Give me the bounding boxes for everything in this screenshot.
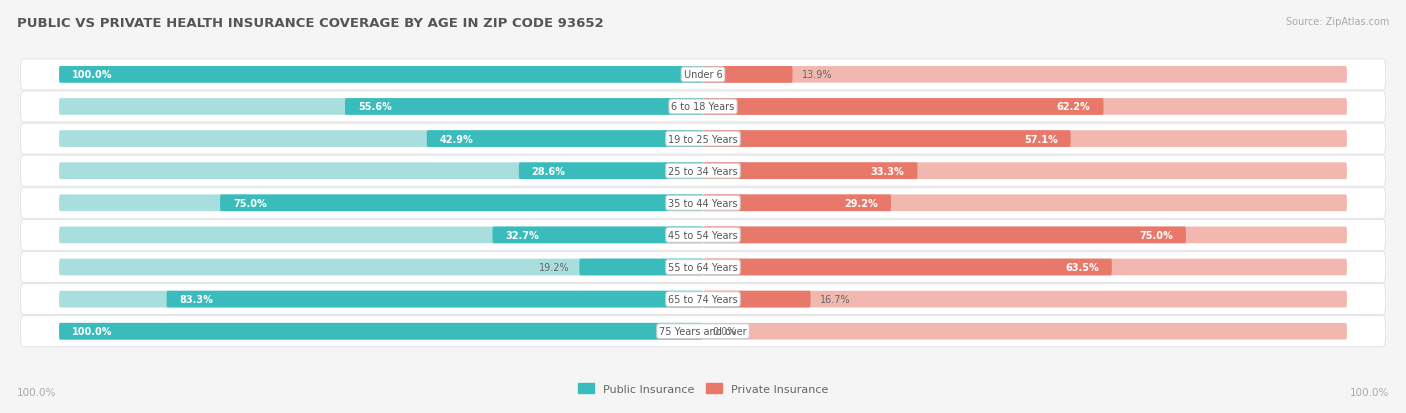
FancyBboxPatch shape bbox=[703, 195, 1347, 211]
Text: 100.0%: 100.0% bbox=[17, 387, 56, 397]
Text: 62.2%: 62.2% bbox=[1057, 102, 1091, 112]
Text: 16.7%: 16.7% bbox=[820, 294, 851, 304]
Text: 75 Years and over: 75 Years and over bbox=[659, 326, 747, 337]
Text: 6 to 18 Years: 6 to 18 Years bbox=[672, 102, 734, 112]
FancyBboxPatch shape bbox=[21, 284, 1385, 315]
Text: PUBLIC VS PRIVATE HEALTH INSURANCE COVERAGE BY AGE IN ZIP CODE 93652: PUBLIC VS PRIVATE HEALTH INSURANCE COVER… bbox=[17, 17, 603, 29]
Text: 63.5%: 63.5% bbox=[1066, 262, 1099, 272]
FancyBboxPatch shape bbox=[703, 163, 917, 180]
FancyBboxPatch shape bbox=[703, 131, 1070, 147]
Text: 0.0%: 0.0% bbox=[713, 326, 737, 337]
FancyBboxPatch shape bbox=[21, 92, 1385, 123]
FancyBboxPatch shape bbox=[703, 195, 891, 211]
Text: 45 to 54 Years: 45 to 54 Years bbox=[668, 230, 738, 240]
FancyBboxPatch shape bbox=[59, 163, 703, 180]
Text: 42.9%: 42.9% bbox=[440, 134, 474, 144]
FancyBboxPatch shape bbox=[703, 259, 1112, 276]
FancyBboxPatch shape bbox=[703, 67, 793, 83]
FancyBboxPatch shape bbox=[21, 220, 1385, 251]
FancyBboxPatch shape bbox=[703, 227, 1347, 244]
Legend: Public Insurance, Private Insurance: Public Insurance, Private Insurance bbox=[574, 379, 832, 399]
FancyBboxPatch shape bbox=[703, 291, 1347, 308]
FancyBboxPatch shape bbox=[519, 163, 703, 180]
FancyBboxPatch shape bbox=[21, 316, 1385, 347]
FancyBboxPatch shape bbox=[59, 67, 703, 83]
Text: 100.0%: 100.0% bbox=[72, 70, 112, 80]
Text: 28.6%: 28.6% bbox=[531, 166, 565, 176]
FancyBboxPatch shape bbox=[59, 195, 703, 211]
Text: 29.2%: 29.2% bbox=[845, 198, 879, 208]
FancyBboxPatch shape bbox=[492, 227, 703, 244]
FancyBboxPatch shape bbox=[59, 227, 703, 244]
Text: 13.9%: 13.9% bbox=[803, 70, 832, 80]
FancyBboxPatch shape bbox=[703, 131, 1347, 147]
FancyBboxPatch shape bbox=[703, 99, 1104, 116]
FancyBboxPatch shape bbox=[21, 60, 1385, 90]
FancyBboxPatch shape bbox=[703, 163, 1347, 180]
FancyBboxPatch shape bbox=[59, 259, 703, 276]
Text: 65 to 74 Years: 65 to 74 Years bbox=[668, 294, 738, 304]
FancyBboxPatch shape bbox=[59, 131, 703, 147]
FancyBboxPatch shape bbox=[579, 259, 703, 276]
FancyBboxPatch shape bbox=[21, 188, 1385, 218]
FancyBboxPatch shape bbox=[703, 227, 1185, 244]
Text: 75.0%: 75.0% bbox=[233, 198, 267, 208]
FancyBboxPatch shape bbox=[59, 99, 703, 116]
FancyBboxPatch shape bbox=[703, 67, 1347, 83]
FancyBboxPatch shape bbox=[59, 323, 703, 340]
FancyBboxPatch shape bbox=[344, 99, 703, 116]
Text: 57.1%: 57.1% bbox=[1024, 134, 1057, 144]
FancyBboxPatch shape bbox=[21, 156, 1385, 187]
Text: 33.3%: 33.3% bbox=[870, 166, 904, 176]
Text: 55.6%: 55.6% bbox=[359, 102, 392, 112]
Text: 55 to 64 Years: 55 to 64 Years bbox=[668, 262, 738, 272]
FancyBboxPatch shape bbox=[703, 323, 1347, 340]
FancyBboxPatch shape bbox=[59, 291, 703, 308]
FancyBboxPatch shape bbox=[703, 259, 1347, 276]
FancyBboxPatch shape bbox=[703, 291, 810, 308]
Text: 100.0%: 100.0% bbox=[1350, 387, 1389, 397]
FancyBboxPatch shape bbox=[59, 67, 703, 83]
FancyBboxPatch shape bbox=[167, 291, 703, 308]
FancyBboxPatch shape bbox=[21, 124, 1385, 154]
Text: 19 to 25 Years: 19 to 25 Years bbox=[668, 134, 738, 144]
Text: 19.2%: 19.2% bbox=[538, 262, 569, 272]
Text: 25 to 34 Years: 25 to 34 Years bbox=[668, 166, 738, 176]
Text: 100.0%: 100.0% bbox=[72, 326, 112, 337]
FancyBboxPatch shape bbox=[703, 99, 1347, 116]
Text: 75.0%: 75.0% bbox=[1139, 230, 1173, 240]
FancyBboxPatch shape bbox=[221, 195, 703, 211]
Text: 32.7%: 32.7% bbox=[505, 230, 538, 240]
FancyBboxPatch shape bbox=[427, 131, 703, 147]
FancyBboxPatch shape bbox=[21, 252, 1385, 283]
Text: Source: ZipAtlas.com: Source: ZipAtlas.com bbox=[1285, 17, 1389, 26]
Text: 83.3%: 83.3% bbox=[180, 294, 214, 304]
Text: Under 6: Under 6 bbox=[683, 70, 723, 80]
Text: 35 to 44 Years: 35 to 44 Years bbox=[668, 198, 738, 208]
FancyBboxPatch shape bbox=[59, 323, 703, 340]
